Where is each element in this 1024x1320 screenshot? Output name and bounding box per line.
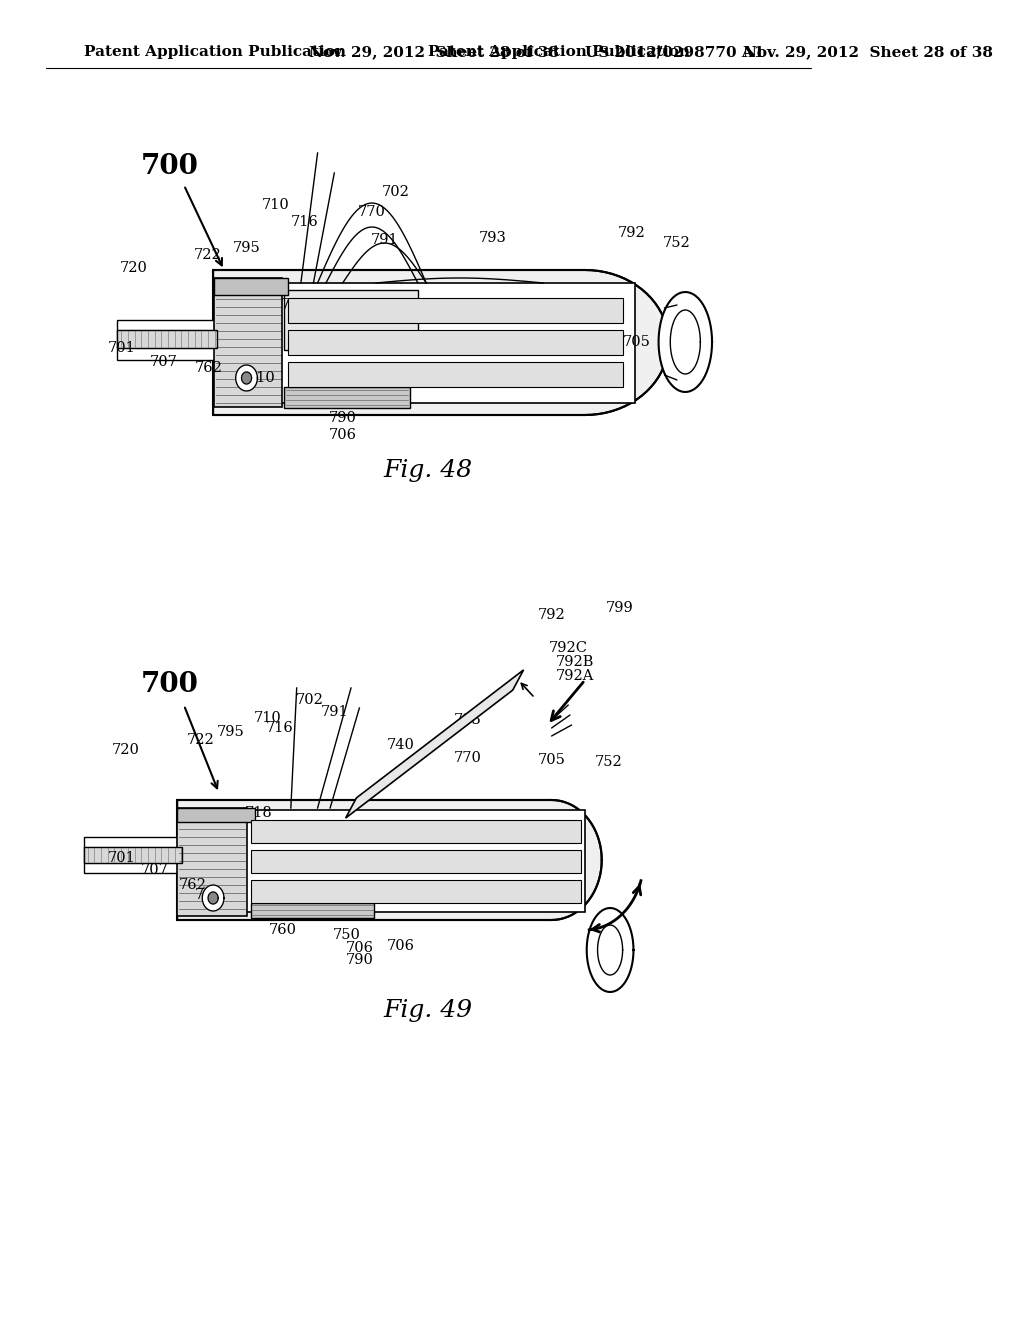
Polygon shape — [289, 298, 623, 323]
Text: 702: 702 — [381, 185, 410, 199]
Text: 770: 770 — [454, 751, 482, 766]
Polygon shape — [587, 908, 634, 993]
Polygon shape — [284, 387, 410, 408]
Text: 722: 722 — [186, 733, 214, 747]
Polygon shape — [251, 880, 581, 903]
Text: 707: 707 — [150, 355, 178, 370]
Text: 702: 702 — [295, 693, 324, 708]
Polygon shape — [214, 279, 283, 407]
Polygon shape — [213, 271, 669, 414]
Text: US 2012/0298770 A1: US 2012/0298770 A1 — [585, 45, 764, 59]
Text: 720: 720 — [120, 261, 147, 275]
Polygon shape — [289, 330, 623, 355]
Text: 795: 795 — [232, 242, 260, 255]
Text: Patent Application Publication: Patent Application Publication — [84, 45, 345, 59]
Text: 707: 707 — [140, 863, 169, 876]
Text: 701: 701 — [108, 341, 135, 355]
Polygon shape — [284, 290, 418, 350]
Text: 793: 793 — [479, 231, 507, 246]
Polygon shape — [346, 669, 523, 818]
Polygon shape — [251, 850, 581, 873]
Polygon shape — [598, 925, 623, 975]
Text: 791: 791 — [371, 234, 398, 247]
Text: 750: 750 — [333, 928, 360, 942]
Polygon shape — [84, 837, 182, 873]
Polygon shape — [177, 808, 255, 822]
Text: 762: 762 — [195, 360, 223, 375]
Text: 740: 740 — [387, 738, 415, 752]
Text: 792A: 792A — [530, 312, 569, 325]
Text: 791: 791 — [321, 705, 348, 719]
Polygon shape — [203, 884, 224, 911]
Text: Nov. 29, 2012  Sheet 28 of 38: Nov. 29, 2012 Sheet 28 of 38 — [428, 45, 993, 59]
Text: 770: 770 — [358, 205, 386, 219]
Polygon shape — [177, 800, 602, 920]
Polygon shape — [221, 282, 635, 403]
Polygon shape — [84, 847, 182, 863]
Polygon shape — [177, 808, 247, 916]
Text: 752: 752 — [664, 236, 691, 249]
Text: 792C: 792C — [549, 642, 588, 655]
Text: Fig. 48: Fig. 48 — [383, 458, 472, 482]
Text: 701: 701 — [108, 851, 135, 865]
Text: 710: 710 — [254, 711, 282, 725]
Polygon shape — [289, 362, 623, 387]
Polygon shape — [251, 903, 375, 917]
Text: 710: 710 — [195, 888, 223, 902]
Text: 716: 716 — [266, 721, 294, 735]
Text: 752: 752 — [595, 755, 623, 770]
Text: 720: 720 — [112, 743, 139, 756]
Polygon shape — [214, 279, 289, 294]
Text: 795: 795 — [217, 725, 245, 739]
Text: 792: 792 — [538, 609, 565, 622]
Text: 716: 716 — [291, 215, 318, 228]
Text: 740: 740 — [456, 366, 483, 379]
Polygon shape — [236, 366, 257, 391]
Text: 760: 760 — [268, 923, 297, 937]
Text: 792B: 792B — [556, 655, 594, 669]
Polygon shape — [117, 330, 217, 348]
Text: 750: 750 — [362, 371, 390, 385]
Text: 710: 710 — [262, 198, 290, 213]
Text: 792B: 792B — [541, 333, 580, 347]
Text: 762: 762 — [178, 878, 206, 892]
Text: 799: 799 — [606, 601, 634, 615]
Text: 793: 793 — [454, 713, 482, 727]
Text: 705: 705 — [623, 335, 651, 348]
Polygon shape — [242, 372, 252, 384]
Text: 706: 706 — [329, 428, 356, 442]
Text: 706: 706 — [387, 939, 415, 953]
Text: Nov. 29, 2012  Sheet 28 of 38: Nov. 29, 2012 Sheet 28 of 38 — [309, 45, 559, 59]
Polygon shape — [208, 892, 218, 904]
Text: 790: 790 — [345, 953, 374, 968]
Text: 700: 700 — [140, 153, 199, 181]
Polygon shape — [117, 319, 217, 360]
Text: 718: 718 — [281, 298, 308, 312]
Text: 718: 718 — [245, 807, 273, 820]
Text: Patent Application Publication: Patent Application Publication — [428, 45, 690, 59]
Text: 792: 792 — [617, 226, 646, 240]
Text: 705: 705 — [538, 752, 565, 767]
Polygon shape — [185, 810, 585, 912]
Text: Fig. 49: Fig. 49 — [383, 998, 472, 1022]
Polygon shape — [251, 820, 581, 843]
Text: 710: 710 — [248, 371, 275, 385]
Text: 722: 722 — [194, 248, 221, 261]
Text: 760: 760 — [287, 368, 314, 381]
Text: 792A: 792A — [556, 669, 594, 682]
Text: 700: 700 — [140, 672, 199, 698]
Polygon shape — [658, 292, 712, 392]
Polygon shape — [671, 310, 700, 374]
Text: 790: 790 — [329, 411, 356, 425]
Text: 706: 706 — [345, 941, 374, 954]
